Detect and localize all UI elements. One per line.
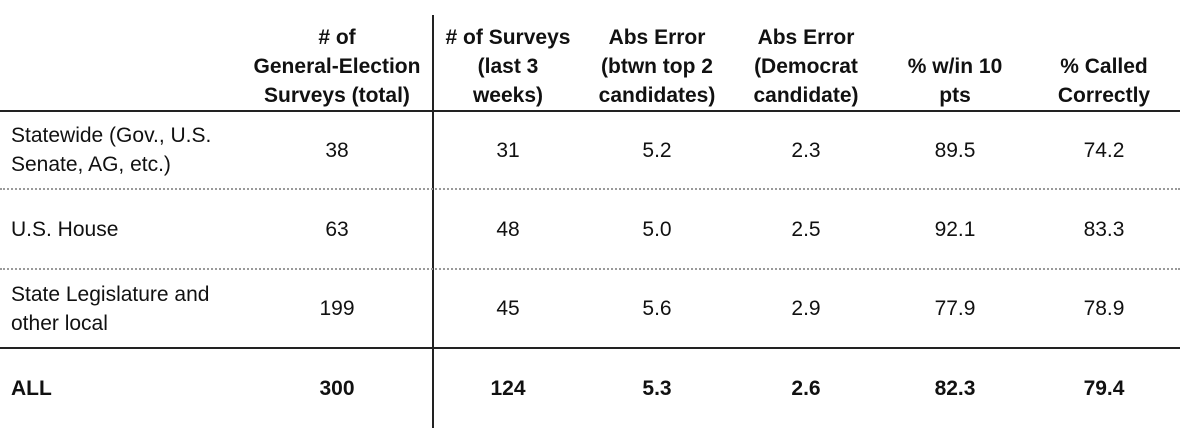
column-divider (432, 15, 434, 428)
cell-total-surveys: 199 (319, 297, 355, 320)
total-cell-abs-error-top-2: 5.3 (642, 376, 672, 400)
cell-abs-error-democrat: 2.5 (791, 217, 821, 241)
cell-total-surveys: 38 (325, 138, 349, 162)
cell-within-10-pts: 92.1 (934, 217, 976, 241)
header-total-surveys: # of General-Election Surveys (total) (253, 26, 421, 107)
cell-abs-error-top-2: 5.0 (642, 217, 672, 241)
cell-within-10-pts: 77.9 (934, 297, 976, 320)
total-rule (0, 347, 1180, 349)
cell-abs-error-democrat: 2.9 (791, 297, 821, 320)
cell-surveys-last-3-weeks: 45 (496, 297, 520, 320)
total-cell-total-surveys: 300 (319, 376, 355, 400)
cell-surveys-last-3-weeks: 31 (496, 138, 520, 162)
row-label: Statewide (Gov., U.S. Senate, AG, etc.) (11, 124, 212, 176)
header-rule (0, 110, 1180, 112)
total-cell-within-10-pts: 82.3 (934, 376, 976, 400)
row-label: U.S. House (11, 217, 119, 241)
row-divider (0, 268, 1180, 270)
cell-called-correctly: 74.2 (1083, 138, 1125, 162)
cell-abs-error-top-2: 5.6 (642, 297, 672, 320)
cell-within-10-pts: 89.5 (934, 138, 976, 162)
cell-called-correctly: 78.9 (1083, 297, 1125, 320)
header-within-10-pts: % w/in 10 pts (907, 55, 1003, 107)
total-cell-called-correctly: 79.4 (1083, 376, 1125, 400)
header-abs-error-democrat: Abs Error (Democrat candidate) (753, 26, 859, 107)
cell-surveys-last-3-weeks: 48 (496, 217, 520, 241)
table-row: State Legislature and other local 199 45… (0, 270, 1180, 347)
table-row: U.S. House 63 48 5.0 2.5 92.1 83.3 (0, 190, 1180, 268)
cell-abs-error-democrat: 2.3 (791, 138, 821, 162)
total-cell-abs-error-democrat: 2.6 (791, 376, 821, 400)
total-cell-surveys-last-3-weeks: 124 (490, 376, 526, 400)
header-called-correctly: % Called Correctly (1057, 55, 1151, 107)
header-surveys-last-3-weeks: # of Surveys (last 3 weeks) (445, 26, 571, 107)
cell-called-correctly: 83.3 (1083, 217, 1125, 241)
table-row: Statewide (Gov., U.S. Senate, AG, etc.) … (0, 112, 1180, 188)
cell-total-surveys: 63 (325, 217, 349, 241)
row-divider (0, 188, 1180, 190)
total-label: ALL (11, 376, 52, 400)
total-row: ALL 300 124 5.3 2.6 82.3 79.4 (0, 349, 1180, 427)
row-label: State Legislature and other local (11, 282, 210, 335)
header-abs-error-top-2: Abs Error (btwn top 2 candidates) (598, 26, 716, 107)
cell-abs-error-top-2: 5.2 (642, 138, 672, 162)
